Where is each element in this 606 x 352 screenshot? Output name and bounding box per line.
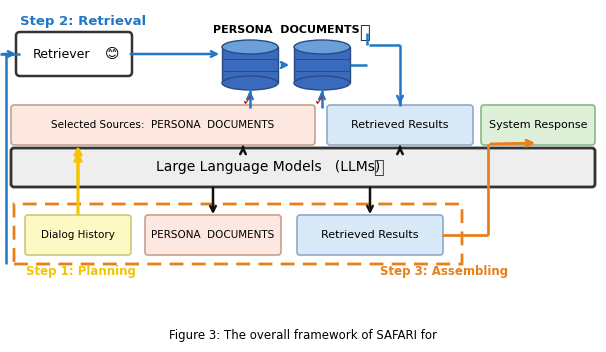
Bar [294, 47, 350, 83]
Text: 😊: 😊 [105, 47, 119, 61]
Text: Step 3: Assembling: Step 3: Assembling [380, 265, 508, 278]
Text: Large Language Models   (LLMs): Large Language Models (LLMs) [156, 161, 381, 175]
FancyBboxPatch shape [11, 148, 595, 187]
Ellipse shape [294, 40, 350, 54]
Text: Dialog History: Dialog History [41, 230, 115, 240]
Text: PERSONA  DOCUMENTS: PERSONA DOCUMENTS [152, 230, 275, 240]
Text: Retrieved Results: Retrieved Results [351, 120, 449, 130]
Text: Retriever: Retriever [33, 48, 91, 61]
Text: Figure 3: The overall framework of SAFARI for: Figure 3: The overall framework of SAFAR… [169, 329, 437, 342]
FancyBboxPatch shape [481, 105, 595, 145]
Text: Step 1: Planning: Step 1: Planning [26, 265, 136, 278]
FancyBboxPatch shape [11, 105, 315, 145]
FancyBboxPatch shape [327, 105, 473, 145]
Text: ✓: ✓ [242, 94, 254, 108]
Ellipse shape [222, 76, 278, 90]
Text: ✓: ✓ [314, 94, 326, 108]
Text: ⎈: ⎈ [373, 158, 384, 176]
Ellipse shape [222, 40, 278, 54]
Text: PERSONA  DOCUMENTS: PERSONA DOCUMENTS [213, 25, 359, 35]
FancyBboxPatch shape [145, 215, 281, 255]
Bar [222, 47, 278, 83]
FancyBboxPatch shape [297, 215, 443, 255]
Text: Selected Sources:  PERSONA  DOCUMENTS: Selected Sources: PERSONA DOCUMENTS [52, 120, 275, 130]
FancyBboxPatch shape [16, 32, 132, 76]
Text: Step 2: Retrieval: Step 2: Retrieval [20, 15, 146, 29]
FancyBboxPatch shape [25, 215, 131, 255]
Text: Retrieved Results: Retrieved Results [321, 230, 419, 240]
Text: ⌕: ⌕ [359, 24, 370, 42]
Ellipse shape [294, 76, 350, 90]
Text: System Response: System Response [489, 120, 587, 130]
